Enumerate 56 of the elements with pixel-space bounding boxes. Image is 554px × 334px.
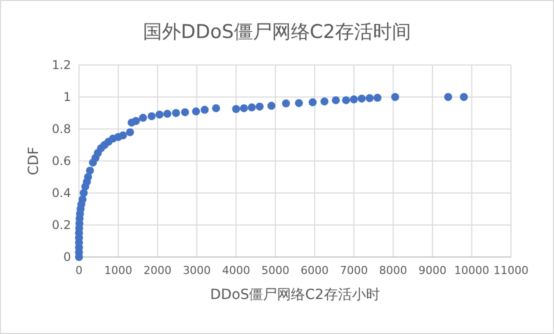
point	[342, 96, 350, 104]
x-tick-label: 5000	[261, 264, 290, 277]
x-tick-label: 2000	[144, 264, 172, 277]
x-tick-label: 9000	[418, 264, 446, 277]
point	[282, 99, 290, 108]
point	[232, 105, 240, 113]
point	[350, 95, 358, 104]
x-tick-label: 3000	[182, 264, 211, 277]
point	[86, 166, 94, 175]
x-tick-label: 8000	[379, 264, 408, 277]
chart-title: 国外DDoS僵尸网络C2存活时间	[142, 21, 412, 43]
y-tick-label: 0	[63, 250, 71, 264]
x-tick-label: 4000	[222, 264, 250, 277]
x-axis-title: DDoS僵尸网络C2存活小时	[210, 287, 380, 303]
point	[248, 103, 256, 112]
point	[156, 110, 164, 119]
y-tick-label: 0.6	[52, 154, 71, 168]
point	[332, 96, 340, 104]
point	[84, 173, 92, 181]
point	[373, 94, 382, 102]
point	[267, 102, 276, 110]
point	[212, 104, 220, 112]
point	[78, 195, 87, 204]
y-axis-title: CDF	[26, 146, 42, 176]
point	[366, 94, 374, 102]
point	[126, 128, 134, 136]
point	[358, 94, 366, 103]
point	[308, 98, 317, 106]
x-tick-label: 1000	[104, 264, 132, 277]
x-tick-label: 10000	[454, 264, 490, 277]
x-tick-label: 7000	[340, 264, 368, 277]
point	[200, 106, 209, 114]
point	[391, 93, 400, 101]
point	[118, 131, 127, 140]
point	[80, 189, 88, 197]
y-tick-label: 0.8	[52, 122, 71, 136]
y-tick-label: 0.4	[52, 186, 71, 200]
point	[256, 102, 264, 111]
y-tick-label: 1.2	[52, 58, 71, 72]
point	[320, 97, 328, 106]
point	[139, 114, 148, 122]
point	[181, 108, 190, 116]
point	[294, 99, 303, 108]
y-tick-label: 1	[63, 90, 71, 104]
point	[240, 104, 248, 112]
y-tick-label: 0.2	[52, 218, 71, 232]
point	[192, 107, 200, 116]
point	[163, 110, 172, 118]
point	[132, 117, 140, 125]
x-tick-label: 11000	[494, 264, 528, 277]
point	[444, 93, 452, 101]
point	[460, 93, 468, 101]
x-tick-label: 0	[76, 264, 82, 277]
point	[148, 112, 156, 120]
point	[172, 109, 180, 117]
x-tick-label: 6000	[300, 264, 329, 277]
